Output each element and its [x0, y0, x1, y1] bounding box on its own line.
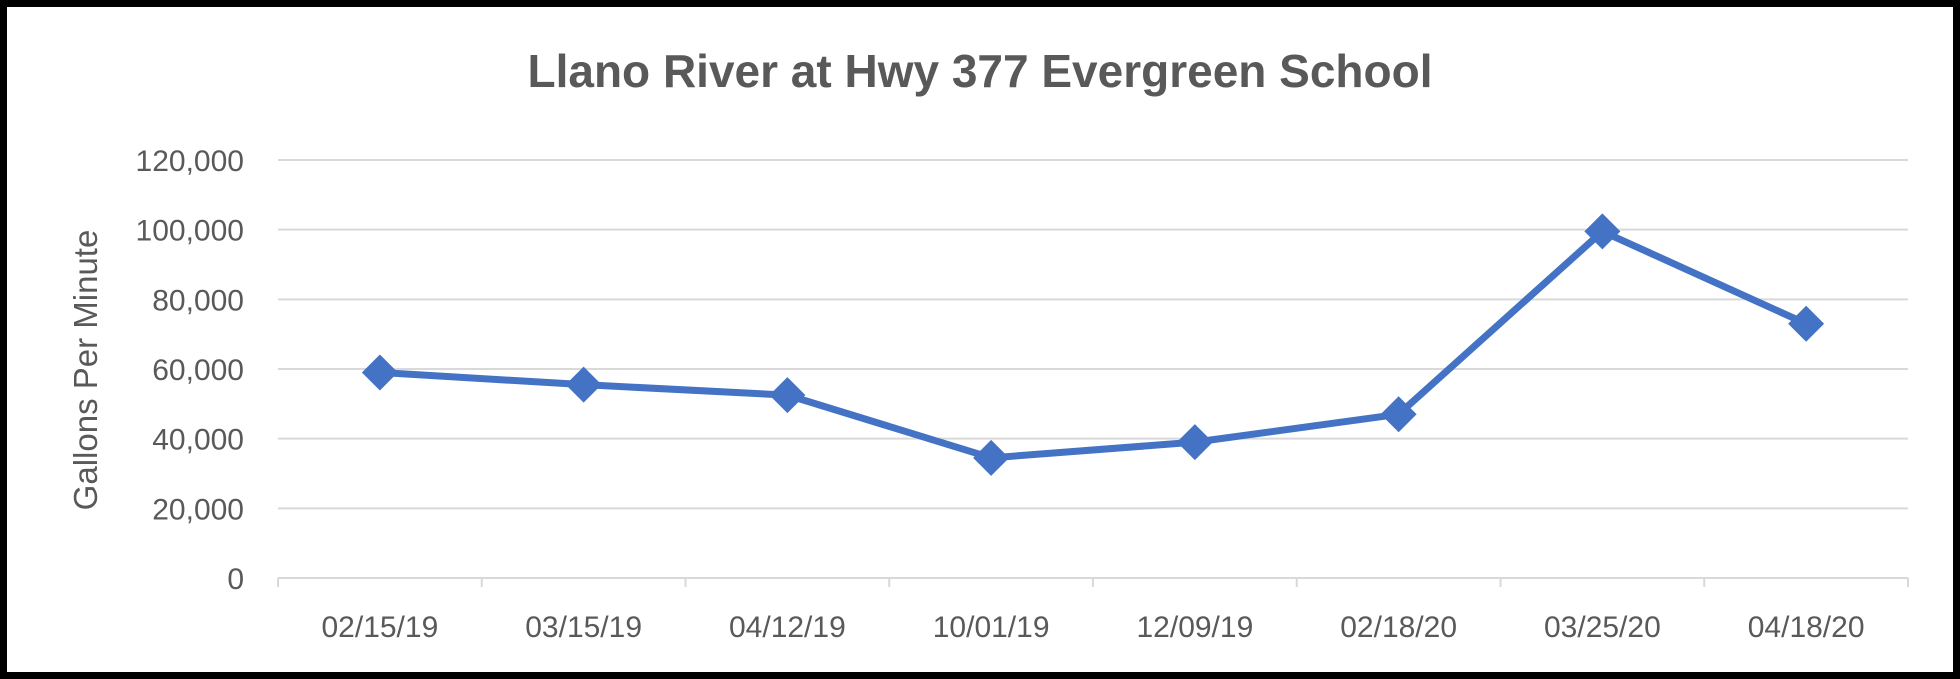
data-point-marker	[565, 366, 602, 403]
x-tick-label: 12/09/19	[1136, 611, 1253, 644]
data-point-marker	[1380, 396, 1417, 433]
x-axis	[277, 577, 1909, 587]
y-tick-label: 120,000	[136, 145, 244, 178]
chart-title: Llano River at Hwy 377 Evergreen School	[527, 45, 1433, 97]
y-axis-title: Gallons Per Minute	[67, 230, 104, 511]
x-tick-label: 02/15/19	[321, 611, 438, 644]
y-tick-label: 20,000	[152, 493, 244, 526]
y-axis-tick-labels: 0 20,000 40,000 60,000 80,000 100,000 120,000	[136, 145, 244, 596]
x-tick-label: 10/01/19	[933, 611, 1050, 644]
y-tick-label: 80,000	[152, 284, 244, 317]
x-tick-label: 03/15/19	[525, 611, 642, 644]
data-point-marker	[1584, 213, 1621, 250]
y-tick-label: 100,000	[136, 215, 244, 248]
data-point-marker	[1788, 305, 1825, 342]
y-tick-label: 40,000	[152, 424, 244, 457]
data-point-marker	[1176, 424, 1213, 461]
data-point-marker	[973, 439, 1010, 476]
x-tick-label: 04/18/20	[1748, 611, 1865, 644]
y-tick-label: 60,000	[152, 354, 244, 387]
series-layer	[361, 213, 1825, 476]
data-point-marker	[361, 354, 398, 391]
series-line	[376, 227, 1810, 462]
gridlines	[278, 159, 1908, 510]
x-tick-label: 02/18/20	[1340, 611, 1457, 644]
x-axis-tick-labels: 02/15/19 03/15/19 04/12/19 10/01/19 12/09/19…	[321, 611, 1864, 644]
data-point-marker	[769, 377, 806, 414]
y-tick-label: 0	[227, 563, 244, 596]
x-tick-label: 03/25/20	[1544, 611, 1661, 644]
x-tick-label: 04/12/19	[729, 611, 846, 644]
